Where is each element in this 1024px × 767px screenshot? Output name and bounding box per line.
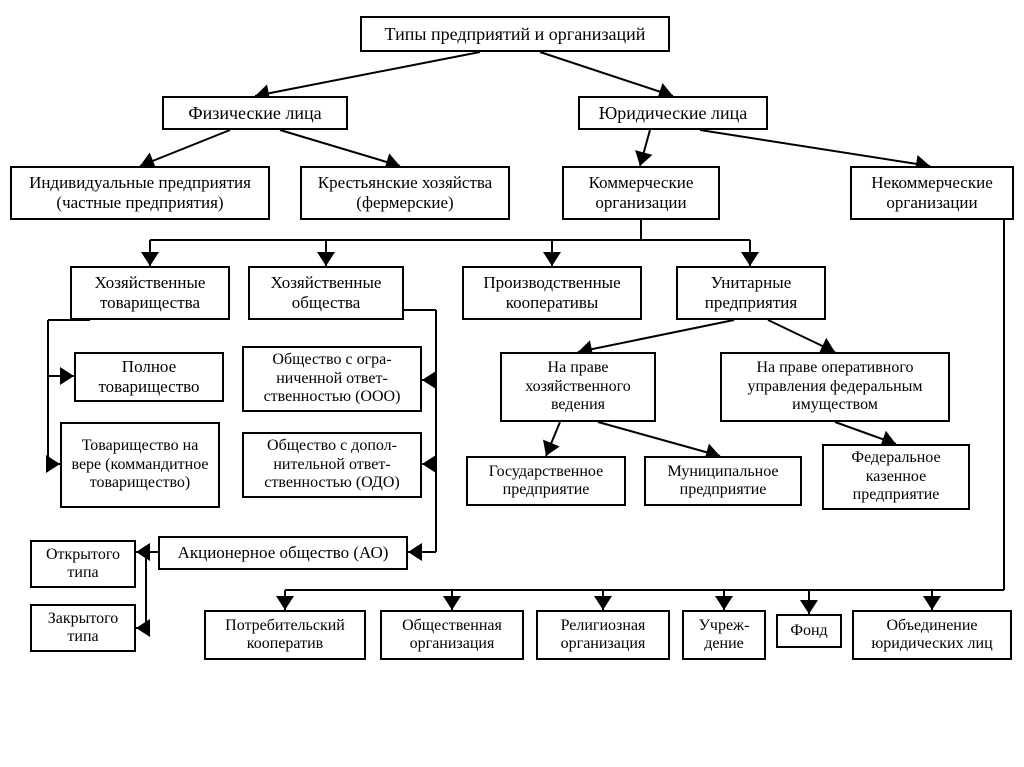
- node-unit: Унитарные предприятия: [676, 266, 826, 320]
- node-fund: Фонд: [776, 614, 842, 648]
- node-oper: На праве оперативного управления федерал…: [720, 352, 950, 422]
- node-jur: Юридические лица: [578, 96, 768, 130]
- node-rel: Религиозная организация: [536, 610, 670, 660]
- node-inst: Учреж- дение: [682, 610, 766, 660]
- node-pub: Общественная организация: [380, 610, 524, 660]
- node-open: Открытого типа: [30, 540, 136, 588]
- node-coop: Потребительский кооператив: [204, 610, 366, 660]
- node-union: Объединение юридических лиц: [852, 610, 1012, 660]
- node-full: Полное товарищество: [74, 352, 224, 402]
- node-root: Типы предприятий и организаций: [360, 16, 670, 52]
- node-hoz: На праве хозяйственного ведения: [500, 352, 656, 422]
- node-ao: Акционерное общество (АО): [158, 536, 408, 570]
- node-odo: Общество с допол- нительной ответ- ствен…: [242, 432, 422, 498]
- node-faith: Товарищество на вере (коммандитное товар…: [60, 422, 220, 508]
- node-pk: Производственные кооперативы: [462, 266, 642, 320]
- node-mun: Муниципальное предприятие: [644, 456, 802, 506]
- node-farm: Крестьянские хозяйства (фермерские): [300, 166, 510, 220]
- node-gos: Государственное предприятие: [466, 456, 626, 506]
- node-phys: Физические лица: [162, 96, 348, 130]
- node-ho: Хозяйственные общества: [248, 266, 404, 320]
- node-ooo: Общество с огра- ниченной ответ- ственно…: [242, 346, 422, 412]
- node-noncomm: Некоммерческие организации: [850, 166, 1014, 220]
- diagram-stage: Типы предприятий и организаций Физические…: [0, 0, 1024, 767]
- node-fed: Федеральное казенное предприятие: [822, 444, 970, 510]
- node-comm: Коммерческие организации: [562, 166, 720, 220]
- node-closed: Закрытого типа: [30, 604, 136, 652]
- node-indiv: Индивидуальные предприятия (частные пред…: [10, 166, 270, 220]
- node-ht: Хозяйственные товарищества: [70, 266, 230, 320]
